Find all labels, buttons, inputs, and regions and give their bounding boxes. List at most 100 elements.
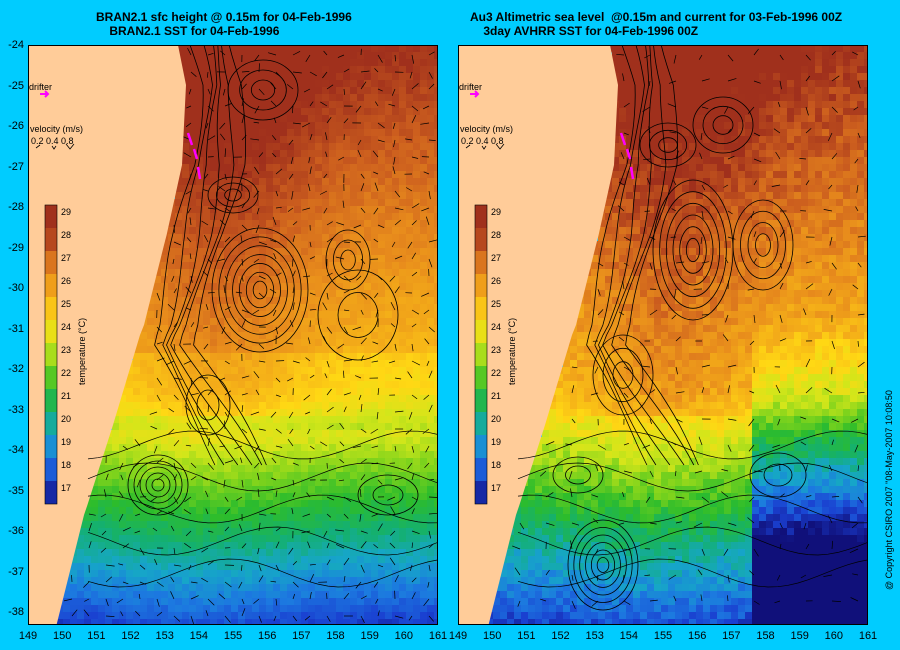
colorbar-tick: 28 <box>61 230 72 240</box>
left-drifter-label: drifter <box>29 82 53 92</box>
lon-label: 156 <box>257 630 277 642</box>
lat-label: -38 <box>8 606 24 618</box>
right-velocity-title: velocity (m/s) <box>460 124 514 134</box>
colorbar-tick: 19 <box>491 437 502 447</box>
colorbar-tick: 28 <box>491 230 502 240</box>
drifter-track <box>619 132 635 180</box>
colorbar-frame <box>44 204 58 505</box>
lon-label: 158 <box>756 630 775 642</box>
lon-label: 161 <box>428 630 448 642</box>
lon-label: 157 <box>292 630 311 642</box>
colorbar-swatch <box>45 274 57 297</box>
colorbar-tick: 29 <box>61 207 72 217</box>
right-title-line2: 3day AVHRR SST for 04-Feb-1996 00Z <box>483 24 699 38</box>
colorbar-swatch <box>475 389 487 412</box>
lat-label: -33 <box>8 403 24 416</box>
colorbar-swatch <box>45 320 57 343</box>
drifter-legend-arrow <box>40 90 50 98</box>
left-colorbar-title: temperature (°C) <box>77 317 87 385</box>
colorbar-tick: 27 <box>491 253 502 263</box>
left-longitude-axis-labels: 149 150 151 152 153 154 155 156 157 158 159 160 161 <box>19 630 447 646</box>
lon-label: 156 <box>687 630 707 642</box>
lat-label: -25 <box>8 79 24 92</box>
lon-label: 151 <box>87 630 106 642</box>
colorbar-tick: 29 <box>491 207 502 217</box>
australia-landmass <box>458 45 618 625</box>
right-drifter-label: drifter <box>459 82 483 92</box>
left-velocity-title: velocity (m/s) <box>30 124 84 134</box>
right-title-line1: Au3 Altimetric sea level @0.15m and curr… <box>470 10 843 24</box>
lat-label: -30 <box>8 282 24 294</box>
colorbar-swatch <box>475 481 487 504</box>
velocity-legend-arrows <box>35 143 75 150</box>
colorbar-tick: 26 <box>61 276 72 286</box>
colorbar-swatch <box>45 412 57 435</box>
lon-label: 149 <box>18 630 38 642</box>
lon-label: 159 <box>790 630 809 642</box>
lon-label: 158 <box>326 630 345 642</box>
lon-label: 160 <box>394 630 414 642</box>
colorbar-tick: 22 <box>61 368 72 378</box>
altimetry-map-svg <box>458 45 868 625</box>
colorbar-tick: 17 <box>61 483 72 493</box>
colorbar-tick: 18 <box>491 460 502 470</box>
colorbar-swatch <box>475 435 487 458</box>
bran-map-svg <box>28 45 438 625</box>
lon-label: 149 <box>448 630 468 642</box>
lat-label: -29 <box>8 241 24 254</box>
sea-level-contours <box>517 45 868 611</box>
colorbar-tick: 19 <box>61 437 72 447</box>
altimetry-map-panel <box>458 45 868 625</box>
colorbar-swatch <box>45 251 57 274</box>
colorbar-swatch <box>45 297 57 320</box>
colorbar-tick: 20 <box>491 414 502 424</box>
colorbar-tick: 26 <box>491 276 502 286</box>
lon-label: 154 <box>619 630 639 642</box>
lat-label: -27 <box>8 160 24 173</box>
colorbar-tick: 21 <box>61 391 72 401</box>
lon-label: 150 <box>52 630 72 642</box>
left-title-line2: BRAN2.1 SST for 04-Feb-1996 <box>109 24 280 38</box>
colorbar-swatch <box>475 251 487 274</box>
lon-label: 155 <box>653 630 673 642</box>
colorbar-tick: 18 <box>61 460 72 470</box>
lon-label: 153 <box>585 630 604 642</box>
colorbar-swatch <box>475 320 487 343</box>
colorbar-tick: 27 <box>61 253 72 263</box>
colorbar-frame <box>474 204 488 505</box>
lon-label: 161 <box>858 630 878 642</box>
lon-label: 160 <box>824 630 844 642</box>
colorbar-swatch <box>45 205 57 228</box>
map-frame <box>28 45 438 625</box>
lon-label: 151 <box>517 630 536 642</box>
colorbar-tick: 23 <box>491 345 502 355</box>
lon-label: 153 <box>155 630 174 642</box>
lat-label: -34 <box>8 444 24 456</box>
velocity-arrows <box>512 48 866 609</box>
colorbar-swatch <box>475 205 487 228</box>
australia-landmass <box>28 45 186 625</box>
lon-label: 155 <box>223 630 243 642</box>
drifter-track <box>186 132 202 180</box>
colorbar-swatch <box>45 458 57 481</box>
right-colorbar-title: temperature (°C) <box>507 317 517 385</box>
colorbar-swatch <box>475 297 487 320</box>
lon-label: 154 <box>189 630 209 642</box>
lat-label: -31 <box>8 322 24 335</box>
latitude-axis-labels: -24 -25 -26 -27 -28 -29 -30 -31 -32 -33 -34 -35 -36 -… <box>0 39 28 625</box>
colorbar-tick: 21 <box>491 391 502 401</box>
lat-label: -24 <box>8 39 24 51</box>
colorbar-swatch <box>45 228 57 251</box>
drifter-legend-arrow <box>470 90 480 98</box>
lon-label: 159 <box>360 630 379 642</box>
bran-model-map-panel <box>28 45 438 625</box>
colorbar-swatch <box>45 435 57 458</box>
lon-label: 152 <box>121 630 140 642</box>
colorbar-tick: 25 <box>61 299 72 309</box>
lat-label: -35 <box>8 484 24 497</box>
velocity-legend-arrows <box>465 143 505 150</box>
colorbar-tick: 23 <box>61 345 72 355</box>
colorbar-swatch <box>475 412 487 435</box>
colorbar-swatch <box>475 343 487 366</box>
left-title-line1: BRAN2.1 sfc height @ 0.15m for 04-Feb-19… <box>96 10 352 24</box>
